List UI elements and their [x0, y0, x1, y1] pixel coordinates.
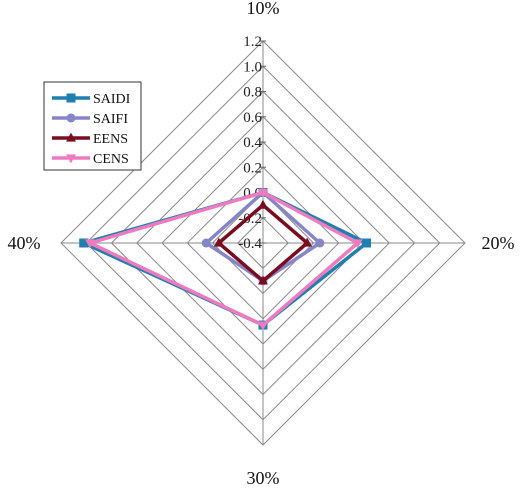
- data-point-cens: [258, 188, 268, 198]
- series-layer: [79, 188, 372, 331]
- data-point-eens: [258, 275, 268, 285]
- legend-marker-cens: [66, 154, 76, 164]
- legend-label-eens: EENS: [93, 132, 128, 147]
- series-cens: [85, 188, 363, 331]
- radial-tick-labels: -0.4-0.20.00.20.40.60.81.01.2: [238, 34, 262, 252]
- category-label: 30%: [247, 468, 280, 488]
- category-label: 20%: [482, 233, 515, 253]
- radial-tick-label: 0.8: [243, 85, 262, 101]
- radial-tick-label: 0.4: [243, 135, 262, 151]
- radial-tick-label: -0.4: [238, 236, 262, 252]
- series-eens: [213, 199, 313, 285]
- data-point-cens: [85, 239, 95, 249]
- radial-tick-label: 0.6: [243, 110, 262, 126]
- legend-label-saidi: SAIDI: [93, 92, 131, 107]
- legend-marker-eens: [66, 132, 76, 142]
- data-point-eens: [302, 237, 313, 247]
- legend: SAIDI SAIFI EENS CENS: [43, 81, 142, 171]
- category-label: 10%: [247, 0, 280, 18]
- data-point-eens: [258, 199, 268, 209]
- category-label: 40%: [8, 233, 41, 253]
- data-point-saidi: [79, 238, 89, 248]
- series-line-cens: [88, 190, 360, 327]
- radial-tick-label: 1.0: [243, 59, 262, 75]
- legend-marker-saifi: [66, 113, 76, 123]
- legend-marker-saidi: [66, 93, 76, 103]
- data-point-saidi: [362, 238, 372, 248]
- radial-tick-label: 0.2: [243, 160, 262, 176]
- data-point-saifi: [201, 238, 211, 248]
- category-labels: 10% 20% 30% 40%: [8, 0, 515, 488]
- legend-label-cens: CENS: [93, 152, 129, 167]
- data-point-eens: [213, 237, 224, 247]
- data-point-cens: [352, 239, 363, 249]
- data-point-saifi: [315, 238, 325, 248]
- data-point-cens: [258, 321, 268, 331]
- legend-label-saifi: SAIFI: [93, 112, 128, 127]
- radial-tick-label: 1.2: [243, 34, 262, 50]
